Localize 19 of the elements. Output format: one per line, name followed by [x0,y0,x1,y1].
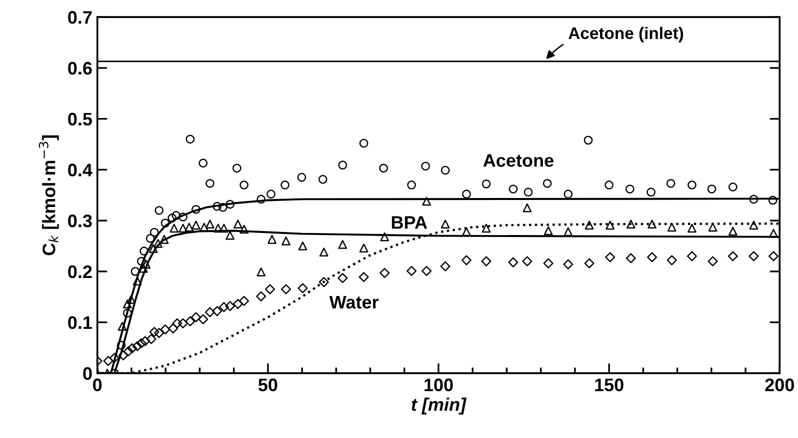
series-label: Acetone [483,154,554,167]
x-tick-label: 50 [258,378,278,392]
y-tick-label: 0.5 [68,112,92,126]
y-tick-label: 0.4 [68,164,92,176]
x-tick-label: 200 [765,378,794,392]
x-tick-label: 0 [93,378,102,392]
y-tick-label: 0.3 [68,214,92,228]
y-tick-label: 0 [83,367,92,380]
x-axis-title: t [min] [412,398,467,414]
y-axis-title: C$_{k}$ [kmol·m$^{−3}$] [38,135,59,256]
x-tick-label: 150 [595,378,624,392]
y-tick-label: 0.6 [68,62,92,75]
x-tick-label: 100 [424,378,453,392]
ref-line-label: Acetone (inlet) [568,26,684,42]
y-tick-label: 0.7 [68,11,92,24]
series-label: BPA [392,216,428,229]
series-label: Water [329,296,379,309]
y-tick-label: 0.1 [68,316,92,330]
y-tick-label: 0.2 [68,265,92,278]
